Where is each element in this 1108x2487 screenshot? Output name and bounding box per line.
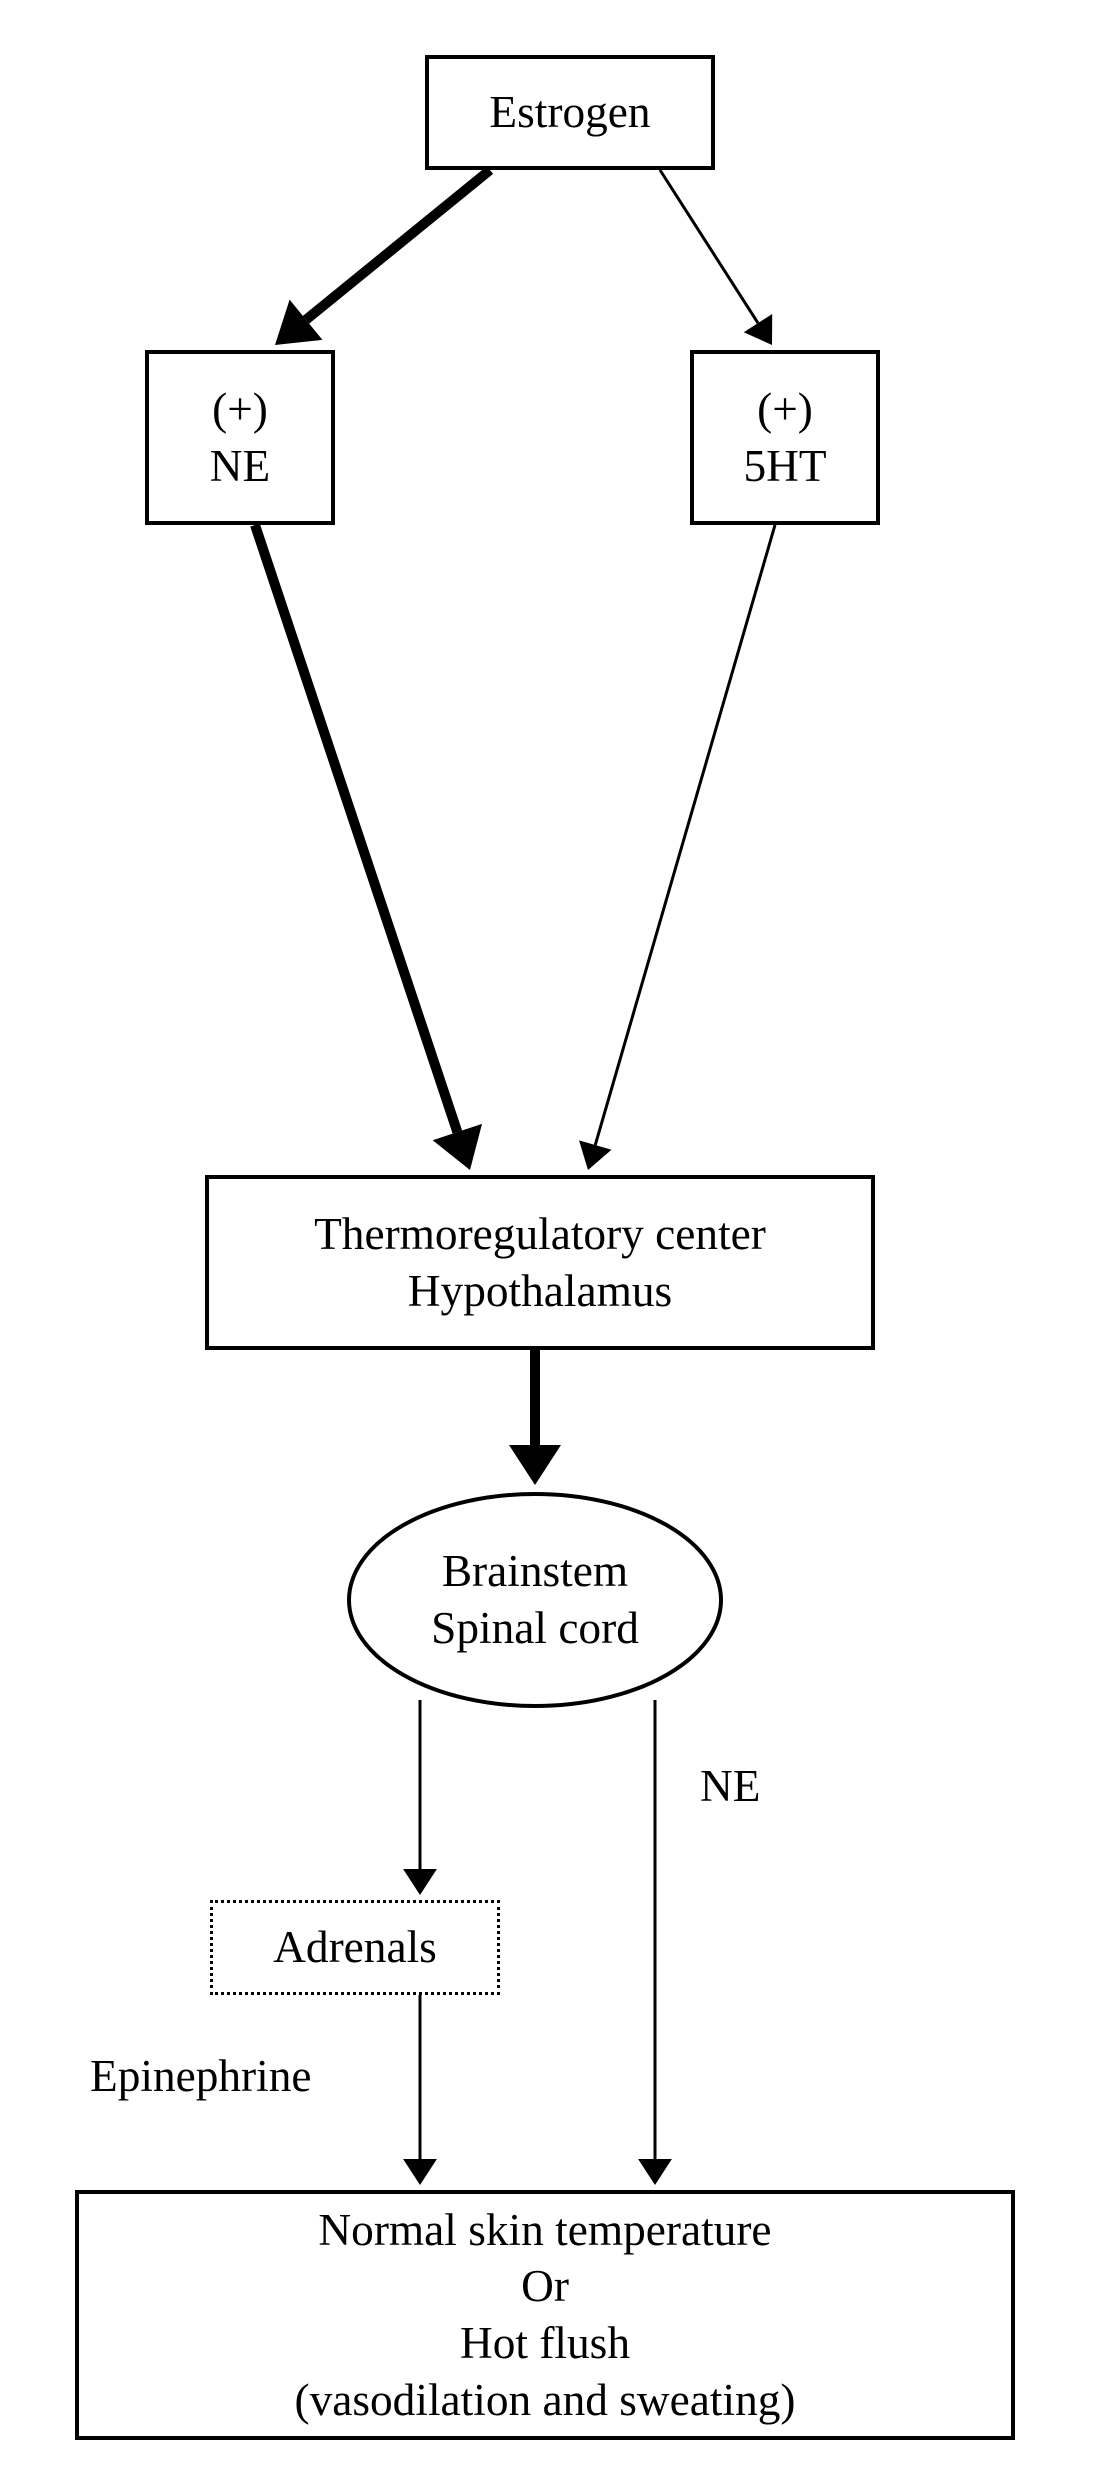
edge-label-epinephrine: Epinephrine [90,2050,312,2102]
node-ne-line2: NE [210,438,270,495]
arrowhead-brainstem-to-outcome [638,2159,672,2185]
node-adrenals-line1: Adrenals [273,1919,437,1976]
arrowhead-thermo-to-brainstem [509,1445,561,1485]
node-brainstem-line2: Spinal cord [431,1600,639,1657]
edge-5ht-to-thermo [595,525,775,1145]
diagram-canvas: Estrogen (+) NE (+) 5HT Thermoregulatory… [0,0,1108,2487]
node-ne: (+) NE [145,350,335,525]
node-brainstem: Brainstem Spinal cord [345,1490,725,1710]
node-5ht-line2: 5HT [743,438,826,495]
node-outcome-line4: (vasodilation and sweating) [295,2372,796,2429]
edge-ne-to-thermo [255,525,457,1132]
node-outcome-line3: Hot flush [460,2315,630,2372]
edge-estrogen-to-5ht [660,170,758,323]
node-adrenals: Adrenals [210,1900,500,1995]
node-thermo-line2: Hypothalamus [408,1263,672,1320]
node-estrogen: Estrogen [425,55,715,170]
edge-estrogen-to-ne [306,170,490,320]
edge-label-ne: NE [700,1760,760,1812]
node-outcome-line1: Normal skin temperature [318,2202,771,2259]
node-5ht-line1: (+) [757,381,813,438]
node-outcome-line2: Or [521,2258,569,2315]
node-ne-line1: (+) [212,381,268,438]
arrowhead-adrenals-to-outcome [403,2159,437,2185]
arrowhead-estrogen-to-5ht [744,314,772,345]
node-outcome: Normal skin temperature Or Hot flush (va… [75,2190,1015,2440]
arrowhead-brainstem-to-adrenals [403,1869,437,1895]
node-thermo: Thermoregulatory center Hypothalamus [205,1175,875,1350]
node-brainstem-line1: Brainstem [442,1543,628,1600]
node-5ht: (+) 5HT [690,350,880,525]
node-thermo-line1: Thermoregulatory center [314,1206,766,1263]
node-estrogen-line1: Estrogen [489,84,650,141]
